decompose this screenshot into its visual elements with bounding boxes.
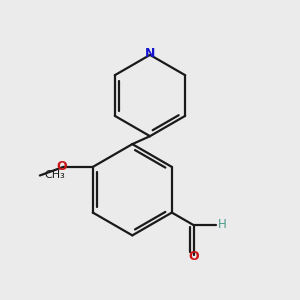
Text: N: N xyxy=(145,47,155,60)
Text: O: O xyxy=(57,160,67,173)
Text: CH₃: CH₃ xyxy=(44,170,65,180)
Text: O: O xyxy=(188,250,199,263)
Text: H: H xyxy=(218,218,227,231)
